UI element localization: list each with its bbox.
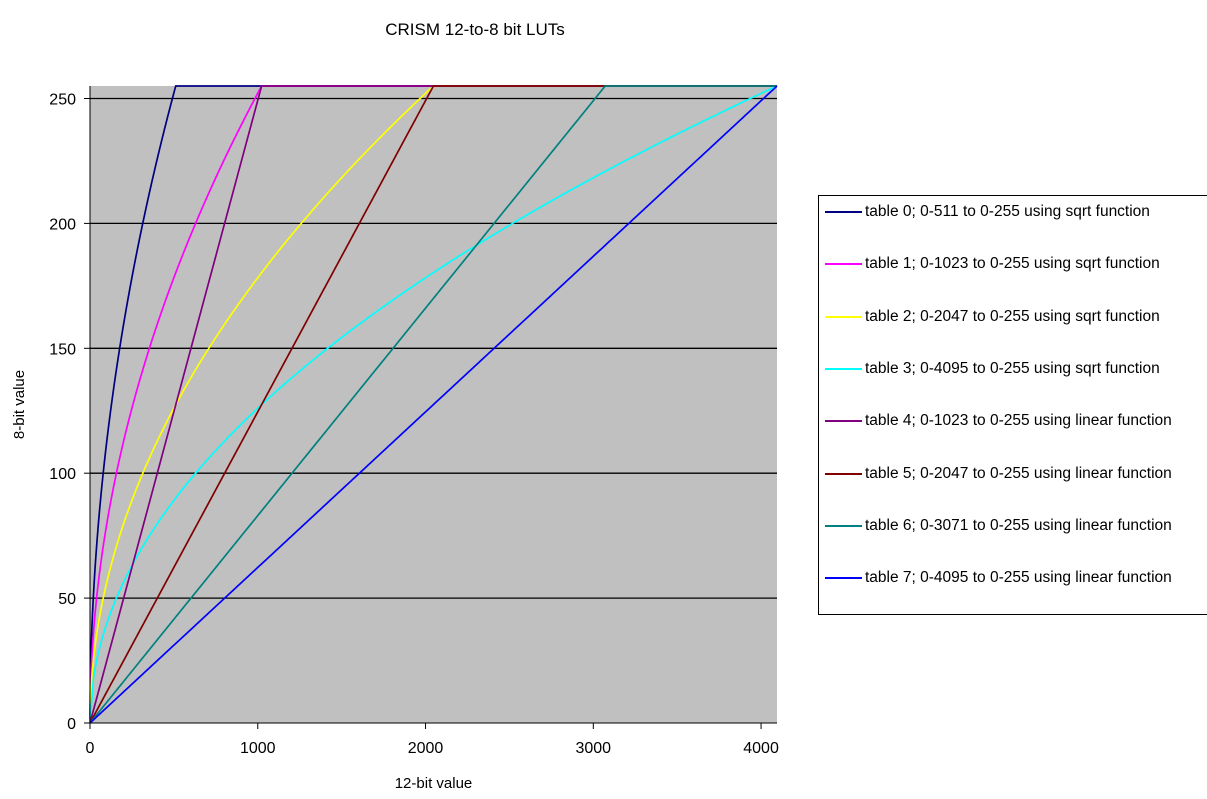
series-line-2 <box>89 85 777 724</box>
series-line-5 <box>89 85 777 724</box>
legend-swatch-4 <box>825 420 862 423</box>
y-tick-label-0: 0 <box>67 716 76 733</box>
legend-item-2: table 2; 0-2047 to 0-255 using sqrt func… <box>825 307 1207 326</box>
series-line-3 <box>89 85 778 724</box>
y-axis-label: 8-bit value <box>11 370 28 439</box>
x-tick-label-0: 0 <box>86 740 95 757</box>
legend-swatch-0 <box>825 211 862 213</box>
legend-item-3: table 3; 0-4095 to 0-255 using sqrt func… <box>825 359 1207 378</box>
legend-label-2: table 2; 0-2047 to 0-255 using sqrt func… <box>865 307 1160 325</box>
chart-title: CRISM 12-to-8 bit LUTs <box>385 20 565 39</box>
series-line-1 <box>89 85 777 724</box>
legend-swatch-3 <box>825 367 862 370</box>
legend-item-1: table 1; 0-1023 to 0-255 using sqrt func… <box>825 254 1207 273</box>
y-tick-label-1: 50 <box>58 591 76 608</box>
x-tick-label-4: 4000 <box>743 740 779 757</box>
series-line-4 <box>89 85 777 724</box>
series-lines <box>89 85 778 724</box>
legend-item-0: table 0; 0-511 to 0-255 using sqrt funct… <box>825 202 1207 221</box>
y-tick-label-3: 150 <box>49 341 76 358</box>
legend-swatch-6 <box>825 524 862 527</box>
legend: table 0; 0-511 to 0-255 using sqrt funct… <box>818 195 1207 615</box>
y-tick-label-5: 250 <box>49 91 76 108</box>
legend-label-1: table 1; 0-1023 to 0-255 using sqrt func… <box>865 255 1160 273</box>
legend-label-0: table 0; 0-511 to 0-255 using sqrt funct… <box>865 203 1150 220</box>
legend-swatch-5 <box>825 472 862 475</box>
legend-item-4: table 4; 0-1023 to 0-255 using linear fu… <box>825 411 1207 430</box>
x-axis-label: 12-bit value <box>395 775 473 792</box>
x-tick-label-3: 3000 <box>575 740 611 757</box>
series-line-6 <box>89 85 777 724</box>
axes <box>89 86 777 724</box>
y-tick-label-2: 100 <box>49 466 76 483</box>
legend-label-3: table 3; 0-4095 to 0-255 using sqrt func… <box>865 359 1160 377</box>
x-tick-label-2: 2000 <box>408 740 444 757</box>
legend-label-7: table 7; 0-4095 to 0-255 using linear fu… <box>865 569 1172 587</box>
legend-label-4: table 4; 0-1023 to 0-255 using linear fu… <box>865 412 1172 430</box>
gridlines <box>90 97 777 599</box>
legend-item-7: table 7; 0-4095 to 0-255 using linear fu… <box>825 568 1207 587</box>
y-tick-label-4: 200 <box>49 216 76 233</box>
legend-label-5: table 5; 0-2047 to 0-255 using linear fu… <box>865 464 1172 482</box>
x-tick-label-1: 1000 <box>240 740 276 757</box>
series-line-0 <box>89 85 777 724</box>
legend-item-5: table 5; 0-2047 to 0-255 using linear fu… <box>825 464 1207 483</box>
plot-area: 0 1000 2000 3000 4000 0 50 100 150 200 250 12-bit … <box>11 85 779 792</box>
tick-labels: 0 1000 2000 3000 4000 0 50 100 150 200 250 <box>49 91 779 757</box>
legend-swatch-1 <box>825 263 862 266</box>
legend-swatch-7 <box>825 577 862 580</box>
series-line-7 <box>89 85 778 724</box>
legend-item-6: table 6; 0-3071 to 0-255 using linear fu… <box>825 516 1207 535</box>
legend-swatch-2 <box>825 315 862 318</box>
legend-label-6: table 6; 0-3071 to 0-255 using linear fu… <box>865 516 1172 534</box>
